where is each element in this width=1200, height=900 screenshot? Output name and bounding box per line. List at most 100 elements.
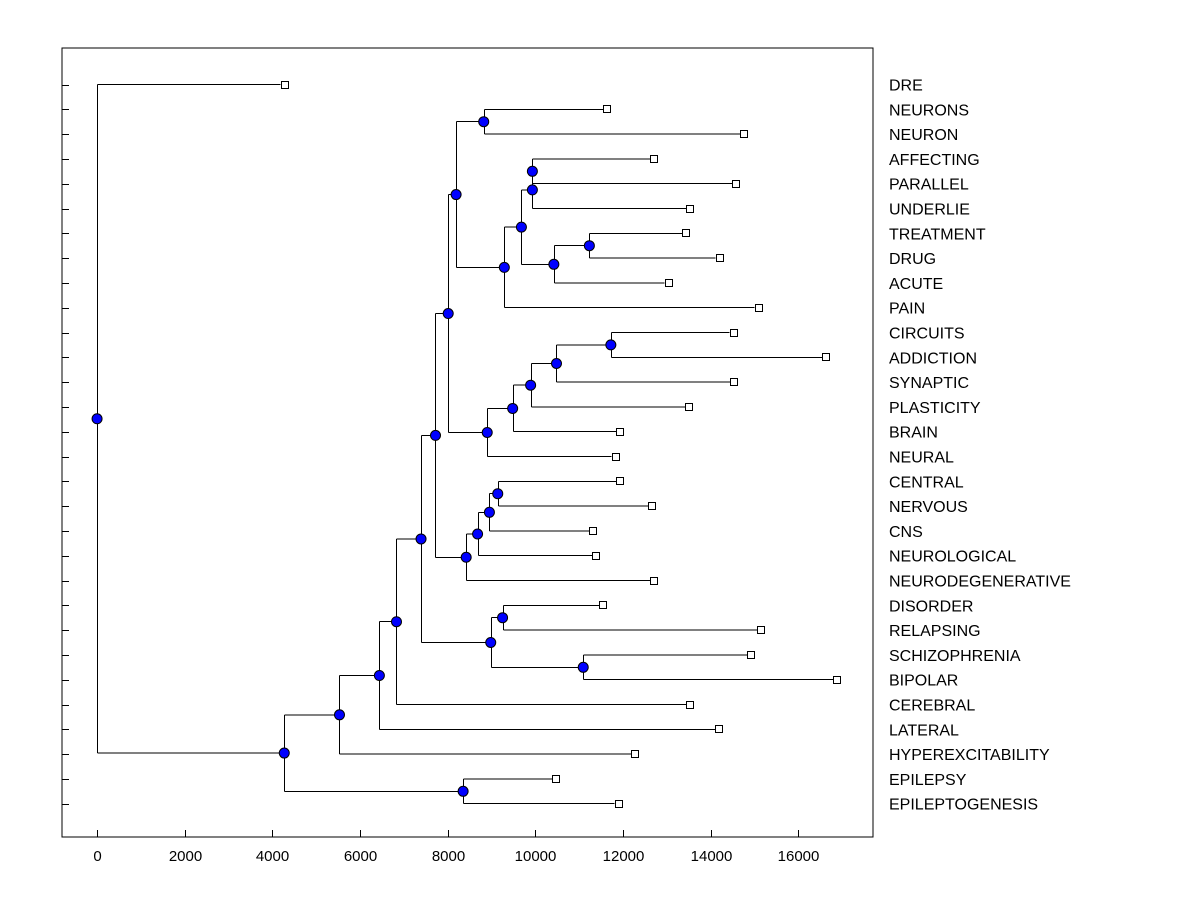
leaf-marker bbox=[833, 676, 841, 684]
merge-node bbox=[526, 184, 538, 196]
x-tick-label: 4000 bbox=[256, 848, 289, 865]
x-tick-label: 2000 bbox=[169, 848, 202, 865]
merge-node bbox=[498, 261, 510, 273]
merge-node bbox=[415, 533, 427, 545]
merge-node bbox=[457, 785, 469, 797]
leaf-marker bbox=[665, 279, 673, 287]
leaf-label: NEURODEGENERATIVE bbox=[889, 574, 1071, 591]
leaf-marker bbox=[822, 353, 830, 361]
merge-node bbox=[548, 258, 560, 270]
merge-node bbox=[605, 339, 617, 351]
merge-node bbox=[507, 402, 519, 414]
leaf-marker bbox=[715, 725, 723, 733]
leaf-label: CEREBRAL bbox=[889, 698, 975, 715]
leaf-label: UNDERLIE bbox=[889, 202, 970, 219]
x-tick-label: 10000 bbox=[515, 848, 557, 865]
leaf-marker bbox=[592, 552, 600, 560]
leaf-label: BRAIN bbox=[889, 425, 938, 442]
y-ticks bbox=[62, 85, 69, 805]
merge-nodes bbox=[91, 116, 617, 797]
x-axis: 0 2000 4000 6000 8000 10000 12000 14000 16000 bbox=[93, 830, 819, 865]
merge-node bbox=[450, 189, 462, 201]
leaf-label: EPILEPSY bbox=[889, 772, 967, 789]
leaf-marker bbox=[650, 577, 658, 585]
x-tick-label: 6000 bbox=[344, 848, 377, 865]
leaf-marker bbox=[730, 378, 738, 386]
leaf-label: DRE bbox=[889, 78, 923, 95]
x-tick-label: 14000 bbox=[691, 848, 733, 865]
leaf-marker bbox=[616, 428, 624, 436]
leaf-marker bbox=[686, 701, 694, 709]
leaf-label: TREATMENT bbox=[889, 226, 986, 243]
merge-node bbox=[583, 240, 595, 252]
merge-node bbox=[390, 616, 402, 628]
leaf-marker bbox=[648, 502, 656, 510]
leaf-marker bbox=[740, 130, 748, 138]
merge-node bbox=[278, 747, 290, 759]
leaf-label: EPILEPTOGENESIS bbox=[889, 797, 1038, 814]
leaf-label: DISORDER bbox=[889, 598, 973, 615]
leaf-marker bbox=[716, 254, 724, 262]
leaf-marker bbox=[682, 229, 690, 237]
leaf-label: SYNAPTIC bbox=[889, 375, 969, 392]
leaf-marker bbox=[612, 453, 620, 461]
leaf-marker bbox=[552, 775, 560, 783]
merge-node bbox=[91, 413, 103, 425]
leaf-marker bbox=[589, 527, 597, 535]
leaf-label: PAIN bbox=[889, 301, 925, 318]
leaf-marker bbox=[732, 180, 740, 188]
leaf-marker bbox=[599, 601, 607, 609]
leaf-label: SCHIZOPHRENIA bbox=[889, 648, 1021, 665]
merge-node bbox=[497, 612, 509, 624]
merge-node bbox=[373, 670, 385, 682]
dendrogram-edges bbox=[97, 84, 834, 805]
leaf-label: DRUG bbox=[889, 251, 936, 268]
leaf-label: ADDICTION bbox=[889, 350, 977, 367]
leaf-label: LATERAL bbox=[889, 722, 959, 739]
leaf-label: ACUTE bbox=[889, 276, 943, 293]
leaf-labels: DRE NEURONS NEURON AFFECTING PARALLEL UNDERLI… bbox=[889, 78, 1071, 814]
merge-node bbox=[472, 528, 484, 540]
merge-node bbox=[478, 116, 490, 128]
leaf-marker bbox=[757, 626, 765, 634]
leaf-label: CNS bbox=[889, 524, 923, 541]
merge-node bbox=[429, 429, 441, 441]
leaf-label: RELAPSING bbox=[889, 623, 981, 640]
plot-frame bbox=[61, 47, 874, 838]
merge-node bbox=[481, 426, 493, 438]
leaf-label: HYPEREXCITABILITY bbox=[889, 747, 1050, 764]
leaf-label: NEURAL bbox=[889, 450, 954, 467]
leaf-marker bbox=[730, 329, 738, 337]
leaf-label: CIRCUITS bbox=[889, 326, 965, 343]
merge-node bbox=[333, 709, 345, 721]
leaf-label: AFFECTING bbox=[889, 152, 980, 169]
leaf-marker bbox=[747, 651, 755, 659]
merge-node bbox=[483, 506, 495, 518]
merge-node bbox=[550, 358, 562, 369]
leaf-marker bbox=[650, 155, 658, 163]
leaf-label: BIPOLAR bbox=[889, 673, 958, 690]
leaf-label: PLASTICITY bbox=[889, 400, 981, 417]
leaf-label: PARALLEL bbox=[889, 177, 969, 194]
x-tick-label: 16000 bbox=[778, 848, 820, 865]
leaf-marker bbox=[281, 81, 289, 89]
merge-node bbox=[526, 165, 538, 177]
leaf-marker bbox=[755, 304, 763, 312]
merge-node bbox=[442, 308, 454, 320]
leaf-label: NERVOUS bbox=[889, 499, 968, 516]
leaf-markers bbox=[281, 81, 841, 808]
merge-node bbox=[492, 488, 504, 500]
merge-node bbox=[577, 661, 589, 673]
leaf-marker bbox=[631, 750, 639, 758]
x-tick-label: 8000 bbox=[432, 848, 465, 865]
merge-node bbox=[485, 637, 497, 648]
leaf-label: NEUROLOGICAL bbox=[889, 549, 1016, 566]
merge-node bbox=[525, 379, 537, 391]
leaf-label: NEURONS bbox=[889, 102, 969, 119]
leaf-label: CENTRAL bbox=[889, 474, 964, 491]
x-tick-label: 0 bbox=[93, 848, 101, 865]
merge-node bbox=[515, 221, 527, 233]
leaf-marker bbox=[686, 205, 694, 213]
leaf-marker bbox=[615, 800, 623, 808]
